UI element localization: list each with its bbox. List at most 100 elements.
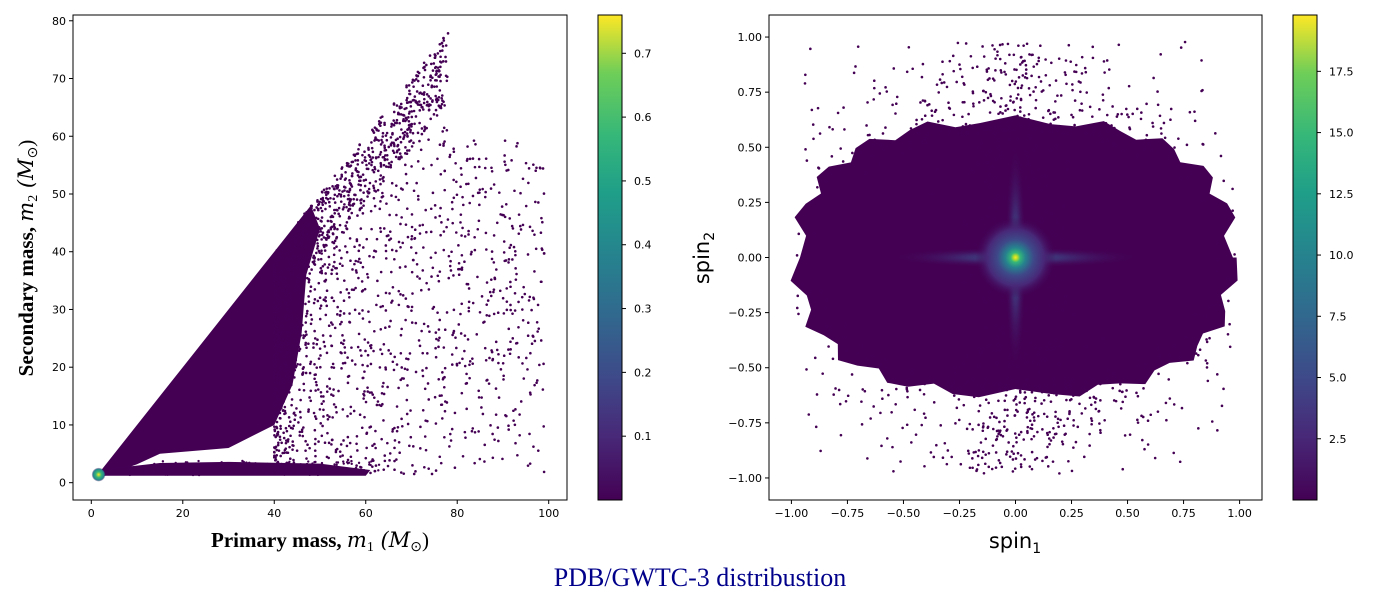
mass-point	[364, 400, 368, 404]
spin-point	[971, 457, 974, 460]
mass-point	[273, 274, 277, 277]
spin-point	[977, 366, 981, 369]
mass-point	[339, 200, 343, 203]
mass-point	[320, 233, 324, 237]
mass-point	[429, 207, 433, 211]
mass-point	[332, 187, 336, 191]
spin-point	[1031, 170, 1034, 174]
mass-point	[439, 79, 442, 83]
mass-point	[488, 314, 491, 318]
mass-point	[460, 173, 463, 176]
spin-point	[1023, 329, 1027, 332]
spin-point	[1146, 419, 1150, 423]
mass-point	[399, 378, 403, 382]
spin-point	[942, 81, 946, 84]
mass-point	[463, 430, 467, 434]
mass-point	[304, 343, 307, 347]
mass-point	[273, 459, 277, 462]
mass-point	[175, 473, 179, 476]
mass-point	[443, 366, 447, 370]
spin-point	[955, 80, 958, 84]
spin-point	[966, 449, 970, 453]
spin-y-tick-label-3: −0.25	[728, 307, 762, 320]
mass-point	[276, 317, 280, 320]
spin-point	[1030, 450, 1034, 454]
mass-point	[440, 42, 444, 45]
mass-point	[337, 389, 340, 393]
spin-point	[998, 327, 1002, 330]
mass-point	[460, 391, 464, 395]
spin-point	[991, 44, 994, 47]
spin-point	[1094, 397, 1098, 400]
mass-point	[303, 271, 307, 274]
mass-point	[515, 272, 518, 276]
spin-point	[1135, 107, 1139, 111]
mass-point	[489, 278, 493, 281]
spin-point	[986, 96, 990, 100]
mass-point	[275, 249, 279, 252]
mass-point	[358, 143, 362, 147]
spin-point	[1072, 313, 1075, 316]
mass-point	[528, 462, 532, 465]
mass-point	[365, 446, 368, 450]
spin-point	[1106, 129, 1110, 133]
mass-point	[279, 424, 282, 428]
mass-point	[287, 391, 291, 394]
mass-point	[285, 331, 289, 334]
mass-point	[536, 449, 540, 452]
spin-point	[1019, 98, 1023, 102]
spin-point	[836, 111, 840, 115]
spin-point	[1016, 365, 1020, 369]
mass-point	[275, 294, 279, 298]
spin-point	[905, 70, 909, 74]
mass-point	[304, 439, 307, 443]
mass-point	[325, 351, 329, 355]
mass-point	[273, 279, 277, 282]
mass-point	[463, 260, 466, 263]
spin-point	[1024, 68, 1028, 71]
mass-point	[421, 369, 424, 372]
mass-point	[348, 179, 351, 182]
spin-point	[878, 92, 882, 95]
spin-point	[1233, 253, 1236, 256]
mass-point	[507, 348, 510, 351]
mass-point	[348, 187, 352, 191]
mass-point	[314, 454, 317, 458]
mass-point	[279, 270, 283, 274]
mass-point	[282, 390, 285, 394]
spin-point	[872, 79, 876, 83]
mass-point	[410, 125, 413, 128]
mass-point	[380, 352, 384, 356]
mass-point	[299, 268, 303, 272]
mass-point	[350, 211, 354, 215]
spin-point	[1189, 171, 1193, 175]
mass-point	[317, 202, 321, 206]
mass-point	[190, 472, 194, 476]
mass-point	[418, 103, 422, 107]
mass-point	[363, 156, 367, 159]
spin-point	[985, 152, 988, 156]
spin-point	[821, 195, 824, 198]
mass-point	[294, 240, 297, 244]
mass-point	[329, 467, 332, 471]
spin-point	[1006, 42, 1010, 46]
spin-point	[1071, 115, 1075, 119]
mass-point	[401, 294, 405, 297]
mass-point	[460, 253, 464, 257]
spin-point	[1046, 465, 1050, 468]
mass-point	[375, 237, 379, 241]
mass-point	[471, 362, 475, 365]
mass-point	[283, 344, 287, 347]
spin-point	[1143, 148, 1146, 151]
mass-point	[390, 248, 394, 252]
mass-point	[328, 377, 331, 381]
mass-y-tick-label-2: 20	[52, 361, 66, 374]
mass-point	[273, 411, 276, 414]
mass-point	[349, 164, 353, 167]
spin-point	[1092, 130, 1096, 133]
spin-point	[795, 306, 799, 310]
mass-point	[331, 470, 334, 474]
spin-point	[1011, 458, 1015, 461]
mass-point	[333, 201, 337, 204]
mass-point	[370, 160, 374, 164]
